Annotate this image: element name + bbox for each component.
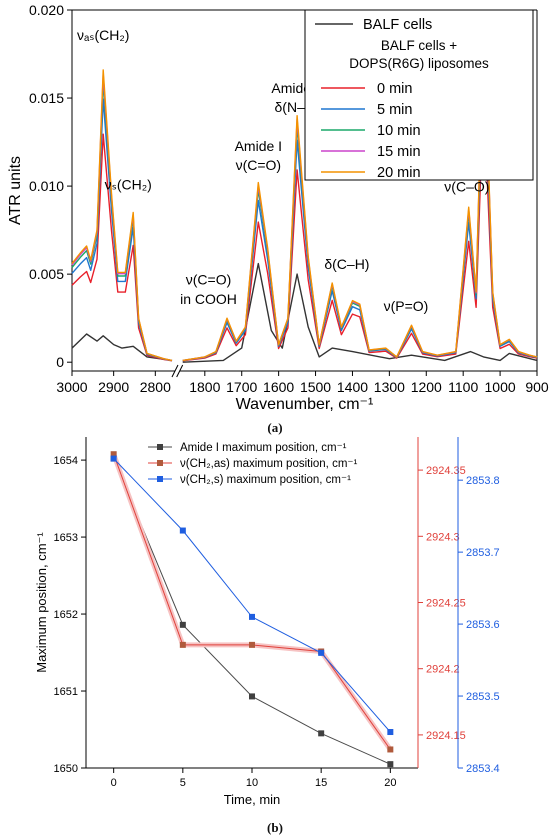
series-line-15-min	[71, 73, 173, 362]
y-axis-title: ATR units	[7, 156, 24, 225]
y-tick-label-right1: 2924.3	[426, 531, 460, 543]
peak-annotation: ν(C–O)	[444, 178, 489, 194]
y-tick-label: 0.005	[29, 266, 64, 282]
x-tick-label: 1400	[337, 379, 368, 395]
x-tick-label: 1600	[263, 379, 294, 395]
x-tick-label: 1200	[411, 379, 442, 395]
legend-marker	[157, 476, 163, 482]
legend-heading: DOPS(R6G) liposomes	[349, 56, 489, 71]
x-tick-label: 1500	[300, 379, 331, 395]
peak-annotation: Amide I	[235, 138, 282, 154]
y-tick-label: 0.015	[29, 90, 64, 106]
peak-annotation: ν(C=O)	[186, 272, 232, 288]
series-line-20-min	[71, 69, 173, 362]
series-line-1	[113, 454, 391, 750]
data-point-2	[318, 649, 325, 656]
axis-break-mark	[176, 364, 184, 378]
x-tick-label: 5	[180, 777, 186, 789]
data-point-0	[387, 761, 394, 768]
x-tick-label: 2900	[98, 379, 129, 395]
series-line-0	[113, 458, 391, 765]
y-tick-label-right1: 2924.2	[426, 664, 460, 676]
y-tick-label: 0	[56, 354, 64, 370]
y-tick-label-left: 1651	[54, 686, 78, 698]
series-line-10-min	[71, 80, 173, 362]
legend-marker	[157, 460, 163, 466]
y-tick-label-right1: 2924.15	[426, 730, 466, 742]
x-tick-label: 2800	[140, 379, 171, 395]
peak-annotation: νₛ(CH₂)	[105, 177, 152, 193]
data-point-2	[387, 729, 394, 736]
legend-marker	[157, 444, 163, 450]
series-line-20-min	[182, 16, 538, 362]
series-line-balf-cells	[182, 262, 538, 363]
x-tick-label: 1100	[448, 379, 478, 395]
caption-a: (a)	[267, 420, 283, 435]
peak-annotation: ν(P=O)	[384, 298, 429, 314]
x-tick-label: 1800	[189, 379, 220, 395]
x-tick-label: 1700	[226, 379, 257, 395]
legend-label: 0 min	[377, 81, 412, 97]
spectra-chart: 0 0.005 0.010 0.015 0.020 3000 2900 2800 1800 170…	[7, 2, 549, 413]
y-tick-label-left: 1650	[54, 763, 78, 775]
y-tick-label-left: 1652	[54, 609, 78, 621]
caption-b: (b)	[267, 820, 283, 835]
peak-annotation: νₐₛ(CH₂)	[77, 27, 129, 43]
y-tick-label-right2: 2853.8	[466, 475, 500, 487]
data-point-2	[179, 527, 186, 534]
series-line-balf-cells	[71, 333, 173, 362]
y-tick-label-right2: 2853.6	[466, 619, 500, 631]
x-tick-label: 1000	[485, 379, 516, 395]
legend-label: 5 min	[377, 102, 412, 118]
legend-heading: BALF cells +	[381, 38, 457, 53]
legend-label: BALF cells	[363, 17, 432, 33]
data-point-1	[387, 746, 394, 753]
legend-label: ν(CH₂,s) maximum position, cm⁻¹	[180, 474, 351, 486]
x-axis-title: Wavenumber, cm⁻¹	[236, 396, 374, 413]
series-band	[111, 453, 393, 751]
y-tick-label-right2: 2853.5	[466, 691, 500, 703]
y-tick-label-right2: 2853.7	[466, 547, 500, 559]
legend-label: 10 min	[377, 123, 421, 139]
series-line-5-min	[71, 98, 173, 362]
data-point-0	[249, 693, 255, 700]
peak-annotation: in COOH	[180, 291, 237, 307]
peak-position-chart: 2924.15 2924.2 2924.25 2924.3 2924.35 2853.4 2…	[34, 437, 500, 807]
y-tick-label-left: 1654	[54, 455, 78, 467]
axis-break-mark	[171, 364, 179, 378]
x-axis-title: Time, min	[224, 792, 281, 807]
x-tick-label: 900	[525, 379, 549, 395]
x-tick-label: 1300	[374, 379, 405, 395]
y-axis-title: Maximum position, cm⁻¹	[34, 532, 49, 673]
y-tick-label: 0.020	[29, 2, 64, 18]
x-tick-label: 3000	[56, 379, 87, 395]
x-tick-label: 10	[246, 777, 258, 789]
y-tick-label-right1: 2924.35	[426, 465, 466, 477]
data-point-2	[249, 613, 255, 620]
data-point-0	[318, 730, 325, 737]
legend-label: 15 min	[377, 144, 421, 160]
x-tick-label: 0	[111, 777, 117, 789]
series-line-0-min	[182, 92, 538, 362]
y-tick-label-right1: 2924.25	[426, 598, 466, 610]
data-point-2	[110, 455, 117, 462]
y-tick-label-right2: 2853.4	[466, 763, 500, 775]
x-tick-label: 15	[315, 777, 327, 789]
legend-label: ν(CH₂,as) maximum position, cm⁻¹	[180, 458, 357, 470]
legend-label: Amide I maximum position, cm⁻¹	[180, 442, 347, 454]
peak-annotation: ν(C=O)	[236, 157, 282, 173]
legend-label: 20 min	[377, 165, 421, 181]
data-point-0	[179, 621, 186, 628]
peak-annotation: δ(C–H)	[324, 256, 369, 272]
data-point-1	[179, 641, 186, 648]
y-tick-label-left: 1653	[54, 532, 78, 544]
y-tick-label: 0.010	[29, 178, 64, 194]
data-point-1	[110, 451, 117, 458]
x-tick-label: 20	[384, 777, 396, 789]
data-point-1	[249, 641, 255, 648]
